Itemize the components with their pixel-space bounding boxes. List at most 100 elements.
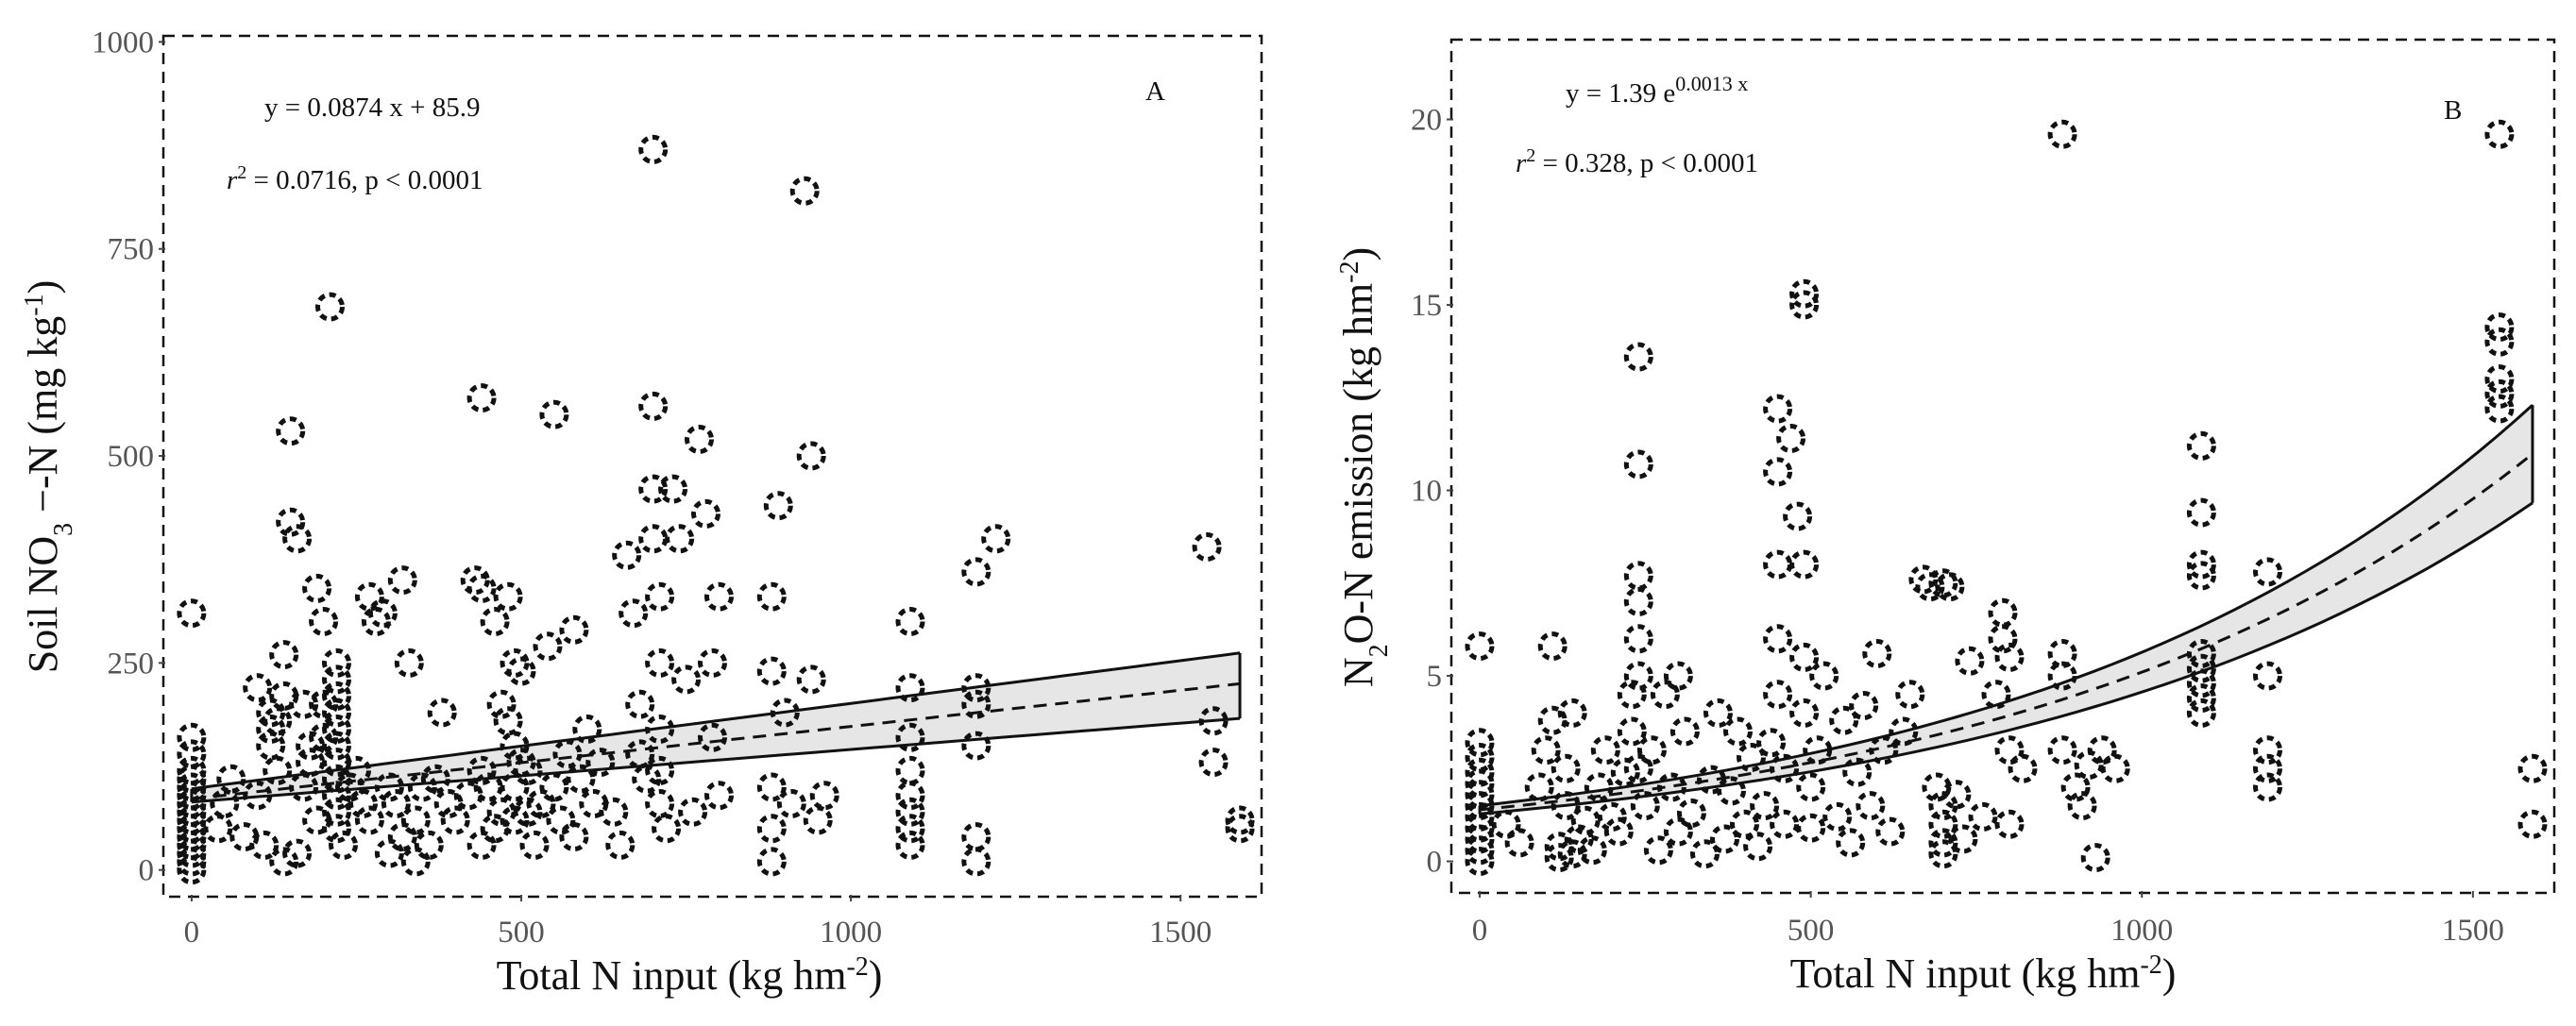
panel-a-data-point bbox=[671, 664, 702, 695]
panel-a-data-point bbox=[756, 581, 787, 612]
panel-b-data-point bbox=[2484, 394, 2515, 424]
panel-b-data-point bbox=[1968, 801, 1998, 832]
panel-a-equation: y = 0.0874 x + 85.9 bbox=[264, 93, 480, 123]
panel-b-xlabel-sup: -2 bbox=[2140, 950, 2161, 980]
panel-b-data-point bbox=[1955, 646, 1985, 676]
panel-b-data-point bbox=[1676, 799, 1706, 828]
panel-b-data-point bbox=[1829, 705, 1859, 735]
panel-a-data-point bbox=[539, 772, 569, 802]
panel-b-data-point bbox=[1750, 791, 1780, 821]
panel-b-data-point bbox=[1617, 716, 1647, 747]
panel-b-data-point bbox=[1809, 661, 1839, 691]
panel-a-data-point bbox=[645, 581, 675, 612]
panel-a-data-point bbox=[685, 425, 714, 454]
panel-b-data-point bbox=[2047, 735, 2077, 765]
panel-a-data-point bbox=[466, 830, 497, 860]
panel-a-data-point bbox=[309, 722, 339, 752]
panel-a-data-point bbox=[638, 474, 669, 504]
panel-b-data-point bbox=[1928, 568, 1958, 598]
panel-a-data-point bbox=[289, 689, 319, 719]
panel-b-x-tick-label: 500 bbox=[1788, 914, 1835, 948]
panel-a-data-point bbox=[322, 797, 351, 827]
panel-b-data-point bbox=[2484, 378, 2515, 409]
panel-a-data-point bbox=[394, 648, 424, 678]
panel-a-y-axis-title: Soil NO3 −-N (mg kg-1) bbox=[20, 280, 78, 674]
panel-b-data-point bbox=[2067, 791, 2097, 821]
panel-b-data-point bbox=[1770, 809, 1800, 839]
panel-b-data-point bbox=[1862, 639, 1892, 668]
panel-a-xlabel-sup: -2 bbox=[846, 952, 868, 982]
panel-b-data-point bbox=[1856, 791, 1886, 821]
panel-a-y-tick-label: 750 bbox=[108, 233, 155, 267]
panel-b-data-point bbox=[1763, 549, 1793, 580]
panel-b-data-point bbox=[1465, 757, 1495, 787]
panel-a-data-point bbox=[559, 614, 589, 645]
panel-b-data-point bbox=[2484, 312, 2515, 343]
panel-a-data-point bbox=[605, 830, 636, 860]
panel-b-data-point bbox=[1623, 561, 1653, 591]
panel-b-data-point bbox=[1636, 735, 1667, 765]
panel-a-data-point bbox=[645, 648, 675, 678]
panel-a-data-point bbox=[895, 755, 925, 785]
panel-b-x-tick-label: 1000 bbox=[2110, 914, 2173, 948]
panel-b-x-tick-label: 1500 bbox=[2442, 914, 2504, 948]
panel-a-data-point bbox=[177, 822, 207, 852]
panel-a-x-tick-label: 1000 bbox=[820, 916, 882, 950]
panel-b-data-point bbox=[1948, 824, 1978, 854]
panel-a-data-point bbox=[177, 781, 207, 811]
panel-b-xlabel-end: ) bbox=[2162, 950, 2177, 997]
panel-a-data-point bbox=[704, 581, 734, 612]
panel-a-data-point bbox=[466, 573, 497, 603]
panel-a-data-point bbox=[460, 565, 490, 596]
panel-a-data-point bbox=[756, 656, 787, 686]
panel-b-data-point bbox=[1465, 813, 1495, 843]
panel-b-data-point bbox=[1465, 835, 1495, 866]
panel-a-data-point bbox=[652, 814, 682, 844]
panel-a-data-point bbox=[354, 581, 384, 612]
panel-a-data-point bbox=[322, 664, 351, 695]
panel-b-data-point bbox=[1737, 743, 1766, 772]
panel-b-ylabel-end: ) bbox=[1335, 247, 1381, 261]
panel-b-data-point bbox=[1610, 757, 1640, 787]
panel-b-data-point bbox=[2484, 119, 2515, 149]
panel-b-data-point bbox=[1776, 424, 1806, 453]
panel-a-data-point bbox=[322, 781, 351, 811]
panel-b-ylabel-sup: -2 bbox=[1335, 261, 1364, 283]
panel-b-data-point bbox=[1836, 828, 1866, 858]
panel-b-data-point bbox=[2186, 561, 2216, 591]
panel-b-data-point bbox=[1491, 809, 1521, 839]
panel-a-data-point bbox=[645, 789, 675, 818]
panel-b-data-point bbox=[1465, 631, 1495, 662]
panel-a-stats-rest: = 0.0716, p < 0.0001 bbox=[246, 165, 483, 195]
panel-b-equation-lhs: y = 1.39 e bbox=[1566, 78, 1675, 109]
panel-a-data-point bbox=[1225, 814, 1255, 844]
panel-a-data-point bbox=[756, 772, 787, 802]
panel-b-y-tick-label: 15 bbox=[1411, 289, 1442, 323]
panel-b-data-point bbox=[1603, 816, 1634, 847]
panel-b-data-point bbox=[1988, 624, 2018, 654]
panel-a-data-point bbox=[466, 755, 497, 785]
panel-a-data-point bbox=[381, 789, 411, 818]
panel-a-data-point bbox=[895, 797, 925, 827]
panel-b-data-point bbox=[1557, 839, 1587, 869]
panel-b-frame bbox=[1449, 38, 2556, 895]
panel-b-data-point bbox=[1796, 772, 1826, 802]
panel-b-stats-rest: = 0.328, p < 0.0001 bbox=[1535, 148, 1758, 178]
panel-a-data-point bbox=[400, 805, 431, 835]
panel-b-data-point bbox=[1717, 776, 1746, 806]
panel-b-data-point bbox=[2047, 639, 2077, 668]
panel-a-data-point bbox=[243, 673, 273, 703]
panel-b-data-point bbox=[1630, 791, 1660, 821]
panel-a-data-point bbox=[500, 772, 530, 802]
panel-b-data-point bbox=[1544, 843, 1574, 873]
panel-a-data-point bbox=[638, 134, 669, 164]
panel-a-data-point bbox=[427, 698, 457, 728]
panel-b-data-point bbox=[1465, 768, 1495, 799]
panel-b-data-point bbox=[1703, 698, 1733, 728]
panel-a-y-tick-label: 0 bbox=[139, 854, 155, 888]
panel-a-data-point bbox=[249, 830, 280, 860]
panel-a-data-point bbox=[961, 689, 991, 719]
panel-a-data-point bbox=[177, 830, 207, 860]
panel-a-data-point bbox=[895, 722, 925, 752]
panel-b-data-point bbox=[1623, 753, 1653, 783]
